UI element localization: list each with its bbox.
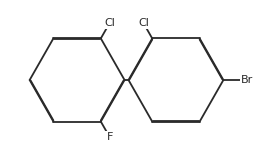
Text: F: F: [106, 132, 113, 142]
Text: Cl: Cl: [104, 18, 115, 28]
Text: Br: Br: [241, 75, 253, 85]
Text: Cl: Cl: [138, 18, 149, 28]
